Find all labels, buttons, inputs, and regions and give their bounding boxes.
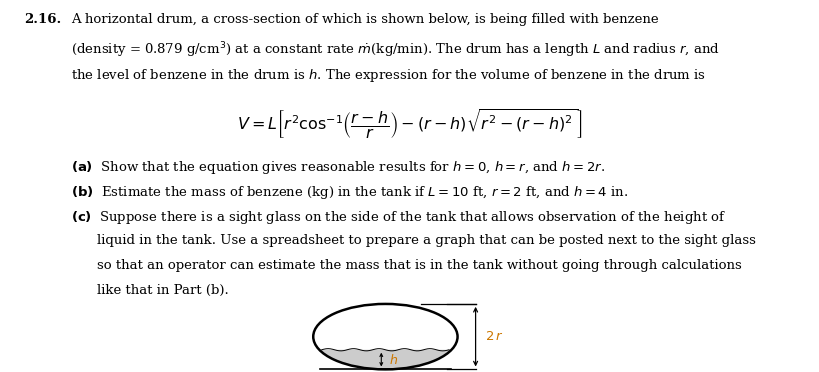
Text: (density = 0.879 g/cm$^3$) at a constant rate $\dot{m}$(kg/min). The drum has a : (density = 0.879 g/cm$^3$) at a constant… [71,40,719,60]
Text: $\mathbf{(a)}$  Show that the equation gives reasonable results for $h = 0$, $h : $\mathbf{(a)}$ Show that the equation gi… [71,159,604,176]
Text: so that an operator can estimate the mass that is in the tank without going thro: so that an operator can estimate the mas… [97,259,740,272]
Text: $\mathbf{(c)}$  Suppose there is a sight glass on the side of the tank that allo: $\mathbf{(c)}$ Suppose there is a sight … [71,209,726,226]
Polygon shape [319,350,451,369]
Text: $h$: $h$ [389,353,398,366]
Text: $\mathbf{(b)}$  Estimate the mass of benzene (kg) in the tank if $L = 10$ ft, $r: $\mathbf{(b)}$ Estimate the mass of benz… [71,184,628,201]
Text: A horizontal drum, a cross-section of which is shown below, is being filled with: A horizontal drum, a cross-section of wh… [71,13,658,26]
Text: liquid in the tank. Use a spreadsheet to prepare a graph that can be posted next: liquid in the tank. Use a spreadsheet to… [97,234,755,247]
Text: the level of benzene in the drum is $h$. The expression for the volume of benzen: the level of benzene in the drum is $h$.… [71,67,706,84]
Text: 2.16.: 2.16. [25,13,61,26]
Text: like that in Part (b).: like that in Part (b). [97,284,229,297]
Text: $V = L\left[r^2 \cos^{-1}\!\left(\dfrac{r-h}{r}\right) - (r-h)\sqrt{r^2 - (r-h)^: $V = L\left[r^2 \cos^{-1}\!\left(\dfrac{… [237,108,582,141]
Text: $2\,r$: $2\,r$ [485,330,504,343]
